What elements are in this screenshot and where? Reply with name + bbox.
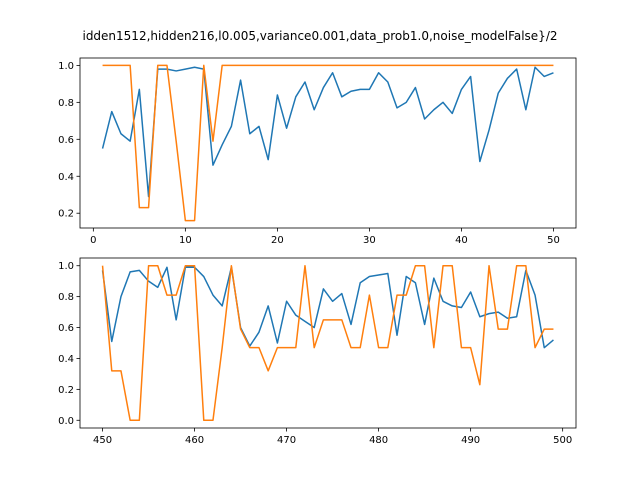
x-tick-label: 500 — [553, 435, 572, 446]
subplot-bottom: 450 460 470 480 490 500 0.0 0.2 0.4 0.6 0.8 1.0 — [58, 257, 577, 446]
figure-title: idden1512,hidden216,l0.005,variance0.001… — [82, 29, 557, 43]
y-tick-label: 0.2 — [58, 385, 74, 396]
x-tick-label: 480 — [369, 435, 388, 446]
axes-frame — [79, 57, 577, 229]
x-tick-label: 50 — [547, 235, 560, 246]
y-tick-label: 1.0 — [58, 261, 74, 272]
series-line-0 — [101, 266, 554, 349]
x-tick-label: 450 — [93, 435, 112, 446]
y-tick-label: 0.6 — [58, 323, 74, 334]
series-line-0 — [101, 66, 554, 198]
subplot-top: 0 10 20 30 40 50 0.2 0.4 0.6 0.8 1.0 — [58, 57, 577, 246]
x-tick-label: 460 — [185, 435, 204, 446]
x-tick-label: 490 — [461, 435, 480, 446]
x-tick-label: 20 — [271, 235, 284, 246]
y-tick-label: 0.4 — [58, 354, 74, 365]
x-tick-label: 10 — [179, 235, 192, 246]
y-tick-label: 0.8 — [58, 292, 74, 303]
y-tick-label: 0.0 — [58, 416, 74, 427]
y-tick-label: 0.6 — [58, 135, 74, 146]
series-line-1 — [101, 264, 554, 422]
x-tick-label: 470 — [277, 435, 296, 446]
axes-frame — [79, 257, 577, 429]
x-tick-label: 0 — [90, 235, 96, 246]
y-tick-label: 1.0 — [58, 61, 74, 72]
series-line-1 — [102, 64, 554, 222]
y-tick-label: 0.2 — [58, 209, 74, 220]
y-tick-label: 0.4 — [58, 172, 74, 183]
y-tick-label: 0.8 — [58, 98, 74, 109]
x-tick-label: 30 — [363, 235, 376, 246]
x-tick-label: 40 — [455, 235, 468, 246]
